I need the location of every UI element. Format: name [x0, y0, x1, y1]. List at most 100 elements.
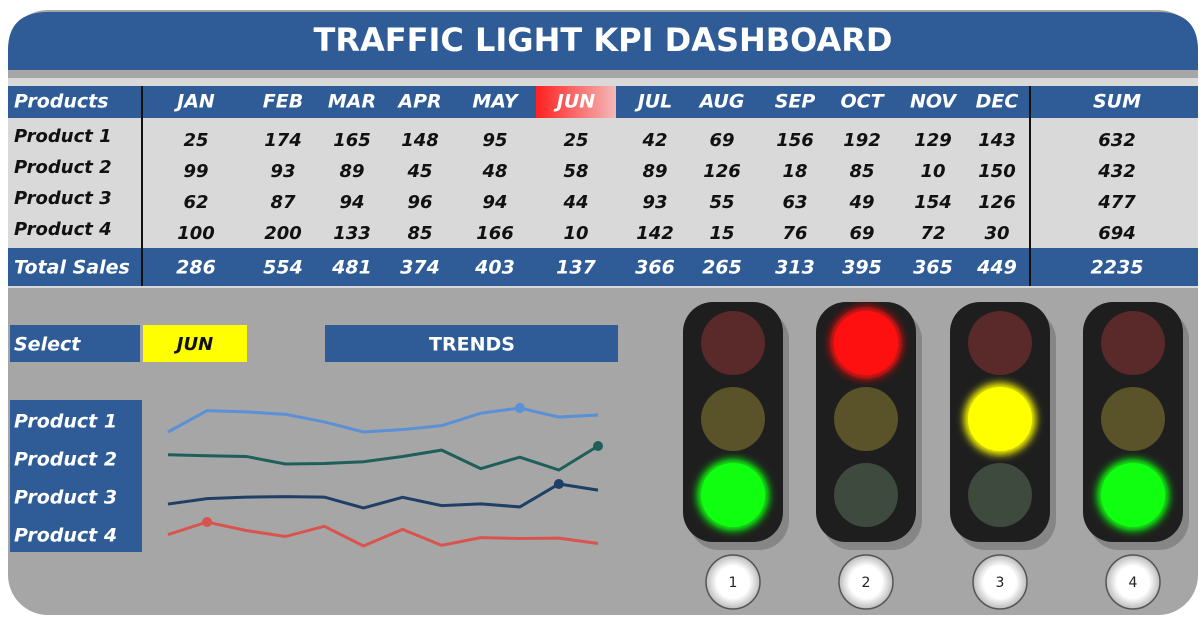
cell: 174	[264, 130, 302, 151]
total-cell: 313	[775, 257, 815, 279]
cell: 72	[920, 223, 945, 244]
cell: 76	[782, 223, 807, 244]
light-green	[968, 463, 1032, 527]
column-header: DEC	[976, 91, 1019, 113]
cell: 133	[333, 223, 371, 244]
total-cell: 403	[474, 257, 515, 279]
select-label-box	[10, 325, 140, 362]
cell: 94	[339, 192, 364, 213]
light-yellow	[834, 387, 898, 451]
cell: 10	[563, 223, 588, 244]
cell: 129	[914, 130, 952, 151]
total-cell: 449	[976, 257, 1017, 279]
trends-title: TRENDS	[429, 334, 515, 356]
select-box[interactable]	[143, 325, 247, 362]
total-cell: 365	[913, 257, 953, 279]
cell: 154	[914, 192, 952, 213]
light-button[interactable]	[972, 554, 1028, 610]
cell: 94	[482, 192, 507, 213]
light-button[interactable]	[705, 554, 761, 610]
light-number[interactable]: 4	[1129, 575, 1138, 591]
cell: 477	[1097, 192, 1136, 213]
cell: 25	[563, 130, 588, 151]
title: TRAFFIC LIGHT KPI DASHBOARD	[314, 21, 893, 59]
total-row	[8, 248, 1198, 286]
total-cell: 137	[556, 257, 596, 279]
column-header: JUN	[553, 91, 595, 113]
cell: 166	[476, 223, 514, 244]
light-button[interactable]	[1105, 554, 1161, 610]
light-red	[968, 311, 1032, 375]
column-header: SUM	[1093, 91, 1141, 113]
light-number[interactable]: 1	[729, 575, 738, 591]
light-number[interactable]: 2	[862, 575, 871, 591]
sparkline	[167, 406, 599, 434]
column-header: JAN	[173, 91, 215, 113]
cell: 126	[978, 192, 1016, 213]
sparkline-max	[553, 479, 564, 489]
column-header: NOV	[910, 91, 957, 113]
column-header: AUG	[698, 91, 745, 113]
cell: 42	[641, 130, 667, 151]
selected-column	[536, 86, 616, 118]
select-value[interactable]: JUN	[174, 334, 213, 355]
light-green	[701, 463, 765, 527]
trend-label: Product 4	[14, 525, 117, 547]
sparkline	[167, 444, 599, 472]
row-label: Product 2	[14, 157, 112, 178]
trend-label: Product 2	[14, 449, 117, 471]
cell: 62	[183, 192, 208, 213]
sparkline	[167, 520, 599, 548]
sparkline-max	[514, 403, 525, 413]
light-number[interactable]: 3	[996, 575, 1005, 591]
light-button[interactable]	[838, 554, 894, 610]
total-cell: 265	[702, 257, 742, 279]
cell: 44	[562, 192, 588, 213]
cell: 99	[183, 161, 208, 182]
row-label: Product 1	[14, 126, 112, 147]
column-header: MAR	[328, 91, 376, 113]
cell: 45	[406, 161, 432, 182]
sparkline-max	[202, 517, 213, 527]
cell: 48	[481, 161, 507, 182]
column-header: FEB	[263, 91, 303, 113]
total-cell: 395	[842, 257, 882, 279]
cell: 15	[709, 223, 734, 244]
trend-label: Product 3	[14, 487, 117, 509]
row-label: Product 3	[14, 188, 112, 209]
cell: 432	[1097, 161, 1136, 182]
total-cell: 2235	[1091, 257, 1144, 279]
cell: 694	[1098, 223, 1136, 244]
cell: 89	[642, 161, 667, 182]
light-red	[1101, 311, 1165, 375]
cell: 69	[709, 130, 734, 151]
cell: 25	[183, 130, 208, 151]
column-header: Products	[14, 91, 109, 113]
cell: 100	[177, 223, 215, 244]
cell: 18	[782, 161, 807, 182]
row-label: Product 4	[14, 219, 112, 240]
cell: 126	[703, 161, 741, 182]
light-yellow	[1101, 387, 1165, 451]
light-green	[1101, 463, 1165, 527]
cell: 95	[482, 130, 507, 151]
sparkline	[167, 482, 599, 510]
cell: 142	[636, 223, 674, 244]
cell: 93	[642, 192, 667, 213]
cell: 85	[849, 161, 874, 182]
column-header: SEP	[775, 91, 816, 113]
total-cell: 374	[400, 257, 440, 279]
cell: 69	[849, 223, 874, 244]
total-cell: 481	[331, 257, 372, 279]
cell: 55	[709, 192, 734, 213]
cell: 89	[339, 161, 364, 182]
column-header: JUL	[634, 91, 673, 113]
title-bar	[8, 12, 1198, 70]
total-cell: 286	[176, 257, 216, 279]
sparkline-max	[593, 441, 603, 451]
cell: 93	[270, 161, 295, 182]
total-cell: 554	[263, 257, 303, 279]
total-cell: 366	[635, 257, 675, 279]
cell: 87	[270, 192, 296, 213]
cell: 49	[848, 192, 874, 213]
